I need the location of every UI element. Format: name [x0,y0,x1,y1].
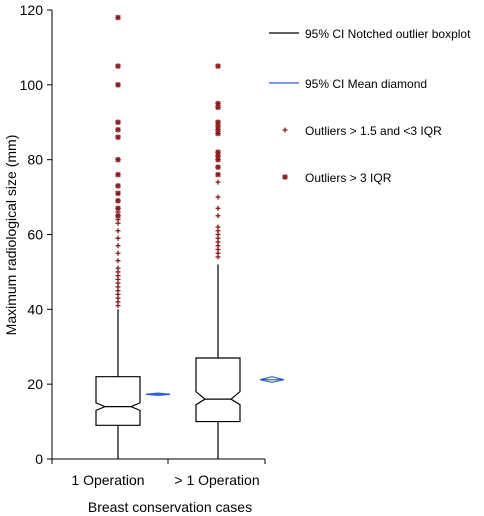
axes: 0 20 40 60 80 100 120 1 Operation > 1 Operation [20,2,266,488]
legend-label: 95% CI Notched outlier boxplot [305,27,471,41]
outlier-extreme-point [215,149,221,155]
y-axis-label: Maximum radiological size (mm) [3,135,19,336]
y-tick-label: 0 [35,451,43,467]
box-group [195,63,285,459]
y-tick-label: 80 [27,152,43,168]
outlier-mild-point [115,258,121,264]
outlier-extreme-point [115,119,121,126]
legend-label: 95% CI Mean diamond [305,77,427,91]
outlier-extreme-point [115,63,121,69]
outlier-mild-point [215,224,221,230]
legend-label: Outliers > 1.5 and <3 IQR [305,124,442,138]
outlier-extreme-point [115,134,121,141]
plot-area [95,14,285,459]
outlier-mild-point [115,250,121,256]
outlier-extreme-point [115,198,121,204]
legend-swatch-star [282,174,288,180]
outlier-extreme-point [215,171,221,178]
legend-item: Outliers > 3 IQR [282,171,392,185]
legend-item: 95% CI Mean diamond [269,77,427,91]
outlier-mild-point [115,235,121,241]
x-tick-label: > 1 Operation [174,472,259,488]
outlier-extreme-point [215,164,221,170]
legend: 95% CI Notched outlier boxplot 95% CI Mea… [269,27,471,185]
y-tick-label: 40 [27,301,43,317]
outlier-mild-point [115,243,121,249]
outlier-mild-point [215,213,221,219]
y-tick-label: 20 [27,376,43,392]
notched-box [195,357,241,423]
outlier-extreme-point [115,14,121,21]
outlier-extreme-point [115,156,121,163]
outlier-extreme-point [115,82,121,88]
x-axis-label: Breast conservation cases [88,499,252,515]
outlier-extreme-point [115,171,121,178]
legend-item: Outliers > 1.5 and <3 IQR [282,124,442,138]
outlier-extreme-point [215,100,221,107]
legend-label: Outliers > 3 IQR [305,171,392,185]
outlier-mild-point [215,194,221,200]
y-tick-label: 60 [27,227,43,243]
outlier-mild-point [215,205,221,211]
outlier-extreme-point [215,63,221,69]
outlier-extreme-point [115,212,121,219]
outlier-extreme-point [115,190,121,197]
legend-item: 95% CI Notched outlier boxplot [269,27,471,41]
x-tick-label: 1 Operation [71,472,144,488]
y-tick-label: 120 [20,2,44,18]
legend-swatch-plus [282,127,288,133]
outlier-mild-point [115,265,121,271]
box-group [95,14,171,459]
outlier-extreme-point [115,205,121,212]
outlier-mild-point [215,179,221,185]
outlier-extreme-point [115,126,121,133]
outlier-extreme-point [115,183,121,189]
notched-box [95,376,141,426]
outlier-extreme-point [215,119,221,126]
outlier-mild-point [115,228,121,234]
y-tick-label: 100 [20,77,44,93]
